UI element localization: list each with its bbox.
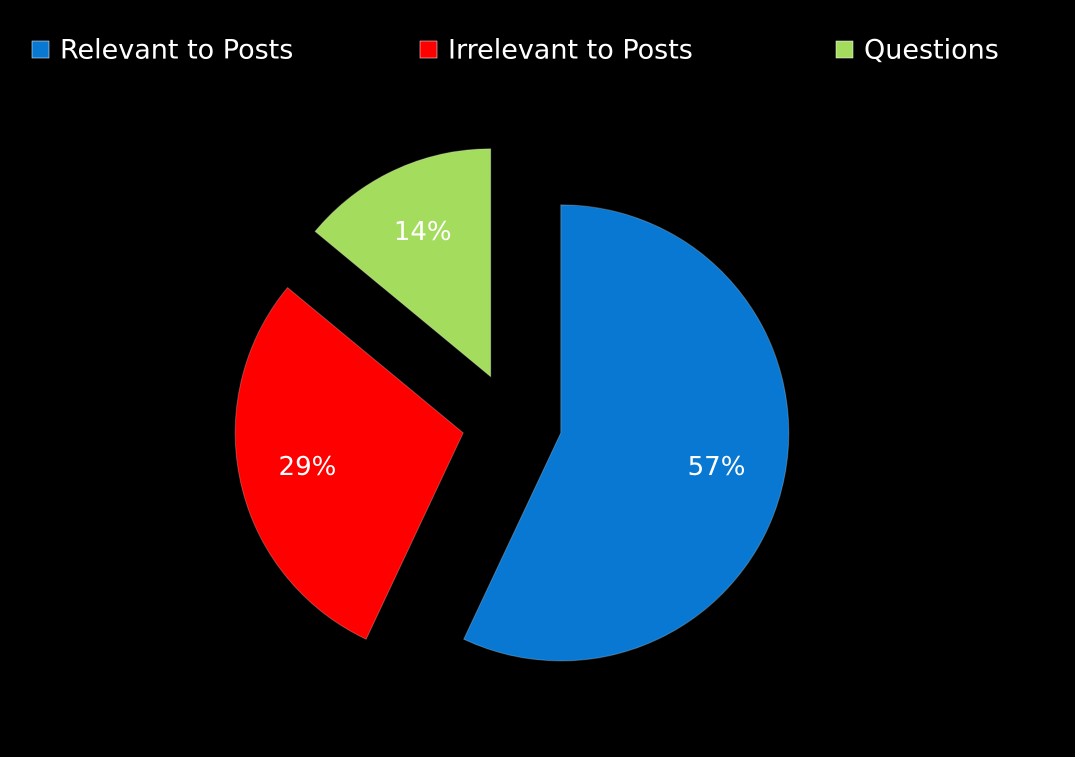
value-label: 29% bbox=[279, 452, 337, 482]
legend-text: Questions bbox=[864, 35, 999, 66]
value-label: 14% bbox=[394, 217, 452, 247]
legend-text: Irrelevant to Posts bbox=[448, 35, 693, 66]
legend: Relevant to Posts Irrelevant to Posts Ques… bbox=[31, 35, 999, 66]
legend-swatch bbox=[31, 40, 50, 59]
legend-swatch bbox=[419, 40, 438, 59]
pie-slice bbox=[463, 204, 790, 662]
value-label: 57% bbox=[688, 452, 746, 482]
pie-slice bbox=[314, 148, 492, 378]
legend-text: Relevant to Posts bbox=[60, 35, 293, 66]
legend-swatch bbox=[835, 40, 854, 59]
pie-slice bbox=[234, 286, 464, 640]
pie: 57% 29% 14% bbox=[234, 148, 790, 662]
